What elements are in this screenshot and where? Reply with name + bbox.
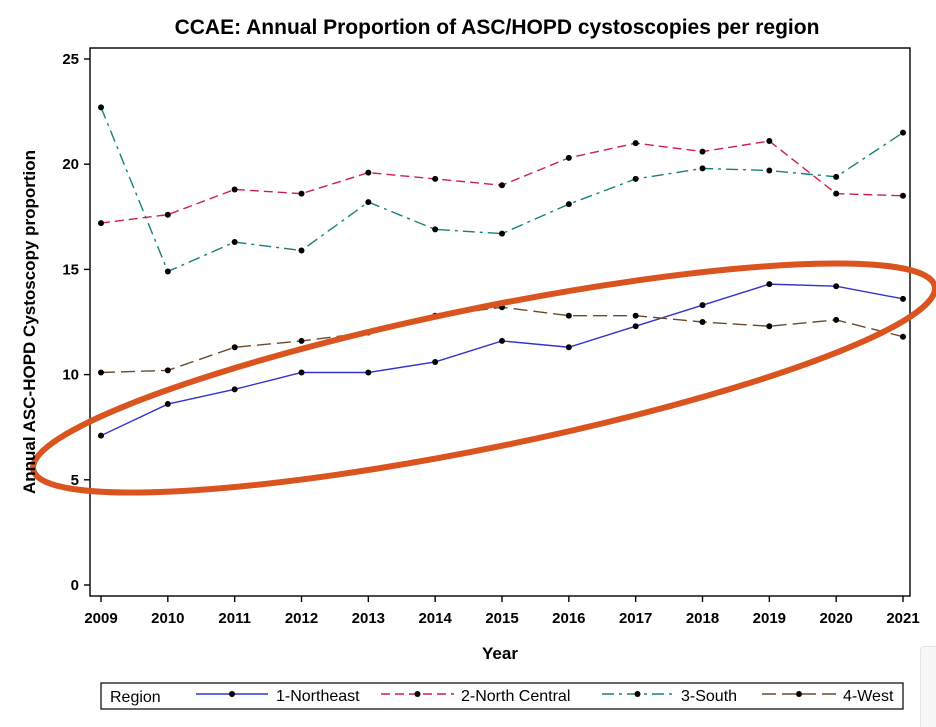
data-point-1-northeast (833, 283, 840, 290)
data-point-4-west (164, 367, 171, 374)
data-point-3-south (565, 201, 572, 208)
data-point-1-northeast (432, 358, 439, 365)
data-point-3-south (231, 239, 238, 246)
x-tick-label: 2014 (418, 610, 452, 627)
data-point-1-northeast (231, 386, 238, 393)
x-tick-label: 2012 (285, 610, 318, 627)
data-point-2-north-central (164, 211, 171, 218)
data-point-4-west (632, 312, 639, 319)
x-tick-label: 2021 (886, 610, 919, 627)
window-corner-card (920, 646, 936, 727)
data-point-4-west (298, 337, 305, 344)
data-point-1-northeast (499, 337, 505, 344)
data-point-3-south (632, 175, 639, 182)
data-point-1-northeast (699, 302, 706, 309)
data-point-1-northeast (766, 281, 773, 288)
data-point-2-north-central (98, 220, 104, 227)
data-point-4-west (833, 316, 840, 323)
y-tick-label: 5 (71, 472, 79, 489)
data-point-4-west (766, 323, 773, 330)
x-tick-label: 2016 (552, 610, 585, 627)
series-1-northeast (98, 281, 906, 439)
x-tick-label: 2013 (352, 610, 385, 627)
data-point-4-west (900, 333, 906, 340)
legend-marker-4-west (796, 691, 802, 697)
series-3-south (98, 104, 906, 275)
data-point-3-south (365, 199, 372, 206)
data-point-1-northeast (632, 323, 639, 330)
x-tick-label: 2011 (218, 610, 251, 627)
data-point-1-northeast (164, 401, 171, 408)
data-point-2-north-central (833, 190, 840, 197)
data-point-1-northeast (900, 295, 906, 302)
legend-label-2-north-central: 2-North Central (461, 688, 570, 705)
data-point-2-north-central (499, 182, 505, 189)
annotation-ellipse (30, 260, 936, 496)
legend-marker-1-northeast (229, 691, 235, 697)
y-tick-label: 10 (62, 367, 79, 384)
data-point-3-south (699, 165, 706, 172)
series-line-3-south (100, 107, 904, 273)
x-tick-label: 2017 (619, 610, 652, 627)
data-point-3-south (900, 129, 906, 136)
legend-label-1-northeast: 1-Northeast (276, 688, 360, 705)
legend-title: Region (110, 689, 161, 706)
data-point-2-north-central (565, 154, 572, 161)
data-point-2-north-central (766, 138, 773, 145)
data-point-3-south (766, 167, 773, 174)
y-axis: 0 5 10 15 20 25 (62, 51, 90, 594)
data-point-3-south (499, 230, 505, 237)
legend-label-3-south: 3-South (681, 688, 737, 705)
y-tick-label: 20 (62, 156, 79, 173)
x-tick-label: 2018 (686, 610, 719, 627)
series-layer (98, 104, 906, 439)
legend: Region 1-Northeast 2-North Central 3-South… (100, 682, 904, 710)
y-tick-label: 15 (62, 261, 79, 278)
data-point-3-south (98, 104, 104, 111)
x-tick-label: 2015 (485, 610, 518, 627)
data-point-1-northeast (565, 344, 572, 351)
data-point-1-northeast (298, 369, 305, 376)
data-point-2-north-central (699, 148, 706, 155)
legend-marker-2-north-central (414, 691, 421, 697)
data-point-3-south (833, 173, 840, 180)
data-point-4-west (565, 312, 572, 319)
data-point-2-north-central (432, 175, 439, 182)
data-point-1-northeast (365, 369, 372, 376)
data-point-2-north-central (365, 169, 372, 176)
plot-area-frame (89, 47, 911, 597)
data-point-1-northeast (98, 432, 104, 439)
legend-frame (100, 682, 904, 710)
data-point-2-north-central (632, 140, 639, 147)
y-axis-label: Annual ASC-HOPD Cystoscopy proportion (20, 150, 39, 494)
x-tick-label: 2020 (819, 610, 852, 627)
x-axis: 2009 2010 2011 2012 2013 2014 2015 2016 2017 2018… (84, 596, 920, 627)
data-point-2-north-central (298, 190, 305, 197)
series-line-2-north-central (100, 140, 904, 224)
data-point-2-north-central (900, 192, 906, 199)
series-2-north-central (98, 138, 906, 227)
data-point-3-south (164, 268, 171, 275)
x-tick-label: 2009 (84, 610, 117, 627)
data-point-3-south (432, 226, 439, 233)
y-tick-label: 0 (71, 577, 79, 594)
annotation-layer (30, 260, 936, 496)
y-tick-label: 25 (62, 51, 79, 68)
chart-title: CCAE: Annual Proportion of ASC/HOPD cyst… (175, 16, 820, 39)
legend-marker-3-south (634, 691, 641, 697)
data-point-4-west (699, 319, 706, 325)
x-axis-label: Year (482, 644, 518, 663)
data-point-3-south (298, 247, 305, 254)
x-tick-label: 2019 (753, 610, 786, 627)
x-tick-label: 2010 (151, 610, 184, 627)
data-point-4-west (98, 369, 104, 376)
legend-label-4-west: 4-West (843, 688, 894, 705)
data-point-4-west (231, 344, 238, 351)
data-point-2-north-central (231, 186, 238, 193)
